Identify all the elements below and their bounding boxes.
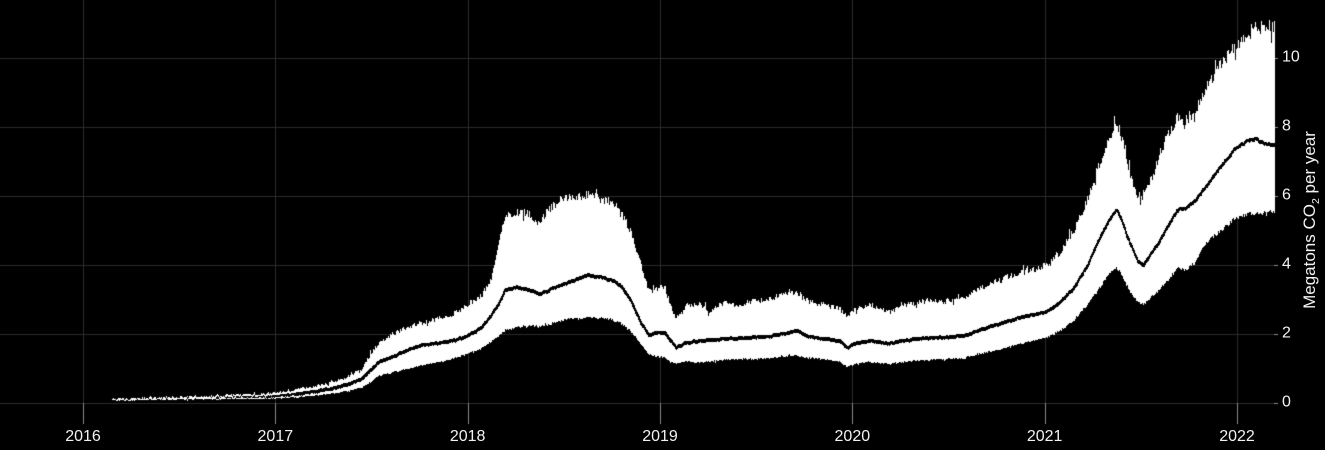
y-axis-title: Megatons CO2 per year <box>1300 131 1322 309</box>
y-tick-10: 10 <box>1282 48 1300 66</box>
x-tick-2021: 2021 <box>1026 428 1063 445</box>
y-axis-title-subscript: 2 <box>1310 198 1323 205</box>
y-tick-6: 6 <box>1282 186 1291 204</box>
y-tick-0: 0 <box>1282 393 1291 411</box>
y-tick-4: 4 <box>1282 255 1291 273</box>
x-tick-2022: 2022 <box>1219 428 1255 445</box>
x-tick-2019: 2019 <box>642 428 678 445</box>
y-tick-2: 2 <box>1282 324 1291 342</box>
y-axis-title-suffix: per year <box>1299 131 1319 199</box>
y-tick-8: 8 <box>1282 117 1291 135</box>
x-tick-2018: 2018 <box>449 428 486 445</box>
x-tick-2020: 2020 <box>834 428 871 445</box>
x-tick-2017: 2017 <box>257 428 294 445</box>
y-axis-title-prefix: Megatons CO <box>1299 204 1319 309</box>
x-tick-2016: 2016 <box>65 428 101 445</box>
